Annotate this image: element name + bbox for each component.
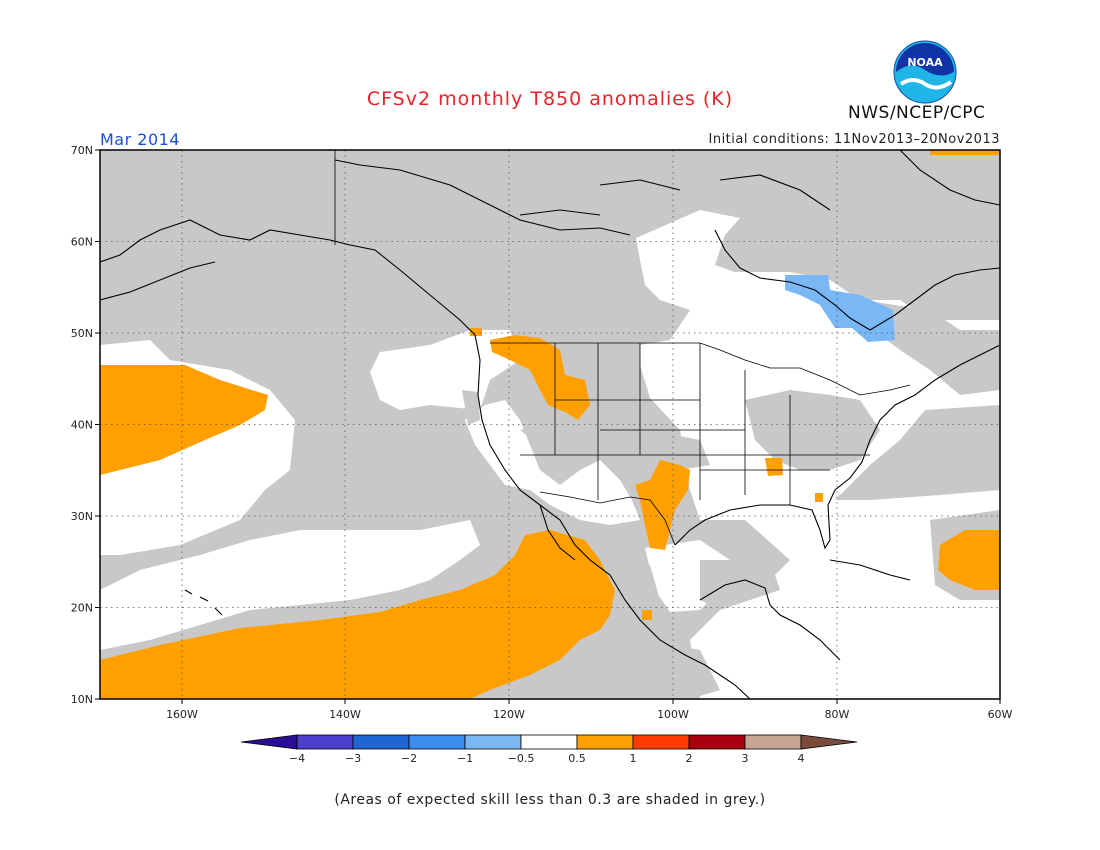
grey-patch-pacific-northwest [462,390,480,425]
colorbar-arrow-high [800,734,858,750]
grey-patch-southern-plains [520,420,710,470]
grey-patch-southeast-us [745,390,880,470]
lon-label: 160W [166,708,198,721]
lon-label: 140W [329,708,361,721]
colorbar-swatch [408,734,466,750]
colorbar-swatch [744,734,802,750]
warm-region-texas [635,460,690,550]
colorbar-swatch [352,734,410,750]
warm-anomaly-regions [100,150,1000,699]
us-canada-border [490,342,911,396]
noaa-logo: NOAA [893,40,957,104]
colorbar-tick-label: −1 [457,752,473,765]
lat-label: 70N [71,144,93,157]
white-region-caribbean [690,490,1000,699]
colorbar-segments [240,734,858,750]
warm-region-tropical-pacific [100,530,615,699]
warm-region-pacific-north [100,365,268,475]
hawaii-islands [184,589,223,616]
yucatan-coast [699,579,841,661]
arctic-coast [334,159,631,236]
colorbar-tick-label: 3 [742,752,749,765]
colorbar-swatch [464,734,522,750]
west-coast [474,334,751,699]
colorbar-swatch [296,734,354,750]
grey-patch-atlantic [860,300,1000,395]
colorbar-tick-label: −2 [401,752,417,765]
agency-label: NWS/NCEP/CPC [848,103,986,123]
lat-label: 50N [71,327,93,340]
colorbar-tick-label: −0.5 [508,752,535,765]
gridlines [100,150,1000,699]
alaska-coast [100,219,476,336]
greenland-coast [899,150,1000,206]
state-lines [520,343,870,505]
labrador-coast [869,267,1000,331]
colorbar-swatch [632,734,690,750]
colorbar-tick-label: −3 [345,752,361,765]
white-region-tropical-pacific [100,520,480,650]
white-region-northwest [370,330,520,410]
colorbar-arrow-low [240,734,298,750]
colorbar-tick-label: 2 [686,752,693,765]
political-borders [334,150,911,546]
colorbar-tick-label: 4 [798,752,805,765]
warm-region-mexico-west [642,610,652,620]
axis-ticks [95,149,1001,704]
valid-month: Mar 2014 [100,130,180,149]
us-mexico-border [539,491,676,546]
lat-label: 10N [71,693,93,706]
lat-label: 40N [71,419,93,432]
colorbar-swatch [520,734,578,750]
warm-region-georgia [815,493,823,502]
white-region-north-central [636,210,1000,520]
warm-region-arctic [930,150,1000,155]
colorbar-tick-label: −4 [289,752,305,765]
lon-label: 80W [825,708,850,721]
latitude-labels: 70N 60N 50N 40N 30N 20N 10N [71,144,93,706]
skill-footnote: (Areas of expected skill less than 0.3 a… [334,792,766,808]
lon-label: 100W [657,708,689,721]
warm-region-west-atlantic [938,530,1000,590]
colorbar-labels: −4 −3 −2 −1 −0.5 0.5 1 2 3 4 [289,752,805,765]
colorbar-tick-label: 1 [630,752,637,765]
arctic-islands [519,174,831,216]
colorbar-tick-label: 0.5 [568,752,586,765]
hudson-bay-coast [714,229,871,331]
chart-title: CFSv2 monthly T850 anomalies (K) [366,88,734,110]
cool-region-hudson-bay [785,275,895,342]
aleutian-coast [100,261,216,301]
lat-label: 60N [71,236,93,249]
lat-label: 30N [71,510,93,523]
lon-label: 120W [493,708,525,721]
neutral-anomaly-regions [100,210,1000,699]
warm-region-bc-coast [470,328,482,336]
initial-conditions: Initial conditions: 11Nov2013–20Nov2013 [708,132,1000,147]
gulf-coast [674,344,1000,550]
coastlines [100,150,1000,699]
grey-patch-central-america [640,640,720,699]
colorbar-swatch [576,734,634,750]
noaa-logo-text: NOAA [907,56,943,69]
cuba-coast [829,559,911,581]
warm-region-northern-rockies [490,335,590,420]
longitude-labels: 160W 140W 120W 100W 80W 60W [166,708,1012,721]
lon-label: 60W [988,708,1013,721]
colorbar-swatch [688,734,746,750]
lat-label: 20N [71,602,93,615]
warm-region-tennessee [765,458,783,476]
baja-coast [539,504,576,561]
grey-patch-gulf [700,560,780,610]
